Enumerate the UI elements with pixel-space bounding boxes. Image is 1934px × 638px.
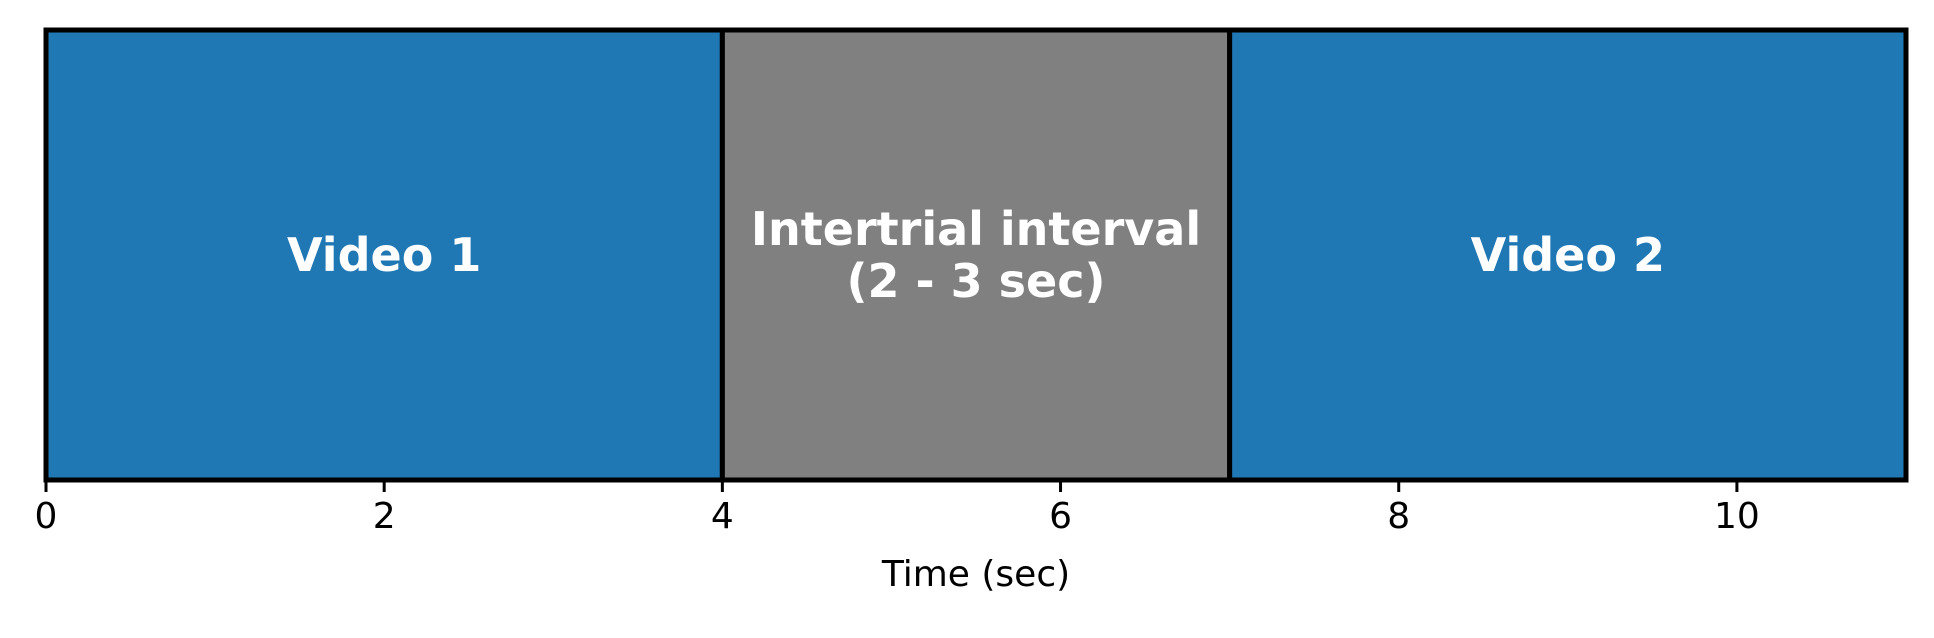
segments-layer: Video 1 Intertrial interval (2 - 3 sec) Vid… [43,27,1909,483]
segment-bar-1 [43,27,725,483]
segment-label-3: Video 2 [1471,228,1665,282]
x-tick-label-4: 4 [711,496,734,537]
segment-label-2: Intertrial interval (2 - 3 sec) [751,202,1201,308]
x-tick-label-6: 6 [1049,496,1072,537]
x-axis-label: Time (sec) [881,554,1070,595]
x-axis: 0 2 4 6 8 10 [35,480,1760,537]
x-tick-label-2: 2 [373,496,396,537]
x-tick-label-10: 10 [1714,496,1760,537]
segment-bar-3 [1227,27,1909,483]
segment-label-1: Video 1 [287,228,481,282]
segment-bar-2 [719,27,1233,483]
x-tick-label-0: 0 [35,496,58,537]
x-tick-label-8: 8 [1387,496,1410,537]
